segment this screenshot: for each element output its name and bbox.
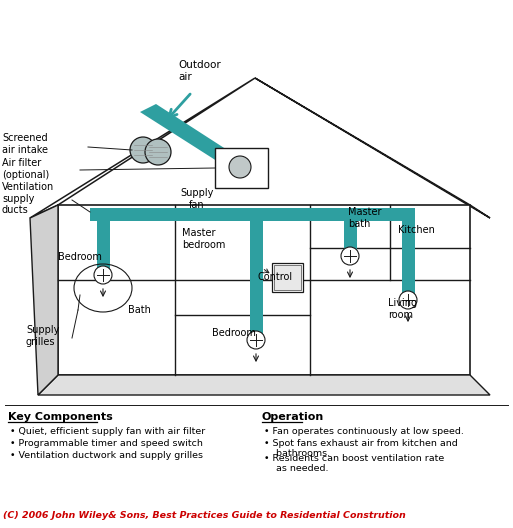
- Polygon shape: [90, 208, 408, 221]
- Circle shape: [399, 291, 417, 309]
- Text: • Spot fans exhaust air from kitchen and
    bathrooms.: • Spot fans exhaust air from kitchen and…: [264, 439, 458, 458]
- Text: Bedroom: Bedroom: [58, 252, 102, 262]
- Text: Bath: Bath: [128, 305, 151, 315]
- Text: Outdoor
air: Outdoor air: [178, 60, 221, 82]
- Text: Control: Control: [258, 272, 293, 282]
- Polygon shape: [58, 205, 470, 375]
- Polygon shape: [96, 208, 109, 275]
- Polygon shape: [274, 265, 301, 290]
- Text: Air filter
(optional): Air filter (optional): [2, 158, 49, 180]
- Text: • Residents can boost ventilation rate
    as needed.: • Residents can boost ventilation rate a…: [264, 454, 444, 474]
- Polygon shape: [38, 375, 490, 395]
- Polygon shape: [30, 205, 58, 395]
- Polygon shape: [402, 208, 415, 300]
- Polygon shape: [140, 104, 235, 163]
- Text: Supply
grilles: Supply grilles: [26, 325, 60, 346]
- Text: Key Components: Key Components: [8, 412, 113, 422]
- Text: Screened
air intake: Screened air intake: [2, 133, 48, 155]
- Text: Master
bedroom: Master bedroom: [182, 228, 225, 250]
- Circle shape: [94, 266, 112, 284]
- Polygon shape: [30, 78, 255, 218]
- Text: Master
bath: Master bath: [348, 207, 382, 229]
- Text: • Fan operates continuously at low speed.: • Fan operates continuously at low speed…: [264, 427, 464, 436]
- Text: Operation: Operation: [262, 412, 324, 422]
- Polygon shape: [344, 208, 357, 256]
- Text: • Ventilation ductwork and supply grilles: • Ventilation ductwork and supply grille…: [10, 451, 203, 460]
- Circle shape: [341, 247, 359, 265]
- Circle shape: [145, 139, 171, 165]
- Polygon shape: [272, 263, 303, 292]
- Text: Ventilation
supply
ducts: Ventilation supply ducts: [2, 182, 54, 215]
- Text: (C) 2006 John Wiley& Sons, Best Practices Guide to Residential Constrution: (C) 2006 John Wiley& Sons, Best Practice…: [3, 511, 406, 520]
- Circle shape: [247, 331, 265, 349]
- Circle shape: [130, 137, 156, 163]
- Polygon shape: [255, 78, 490, 218]
- Text: • Programmable timer and speed switch: • Programmable timer and speed switch: [10, 439, 203, 448]
- Text: Bedroom: Bedroom: [212, 328, 256, 338]
- Text: Kitchen: Kitchen: [398, 225, 435, 235]
- Polygon shape: [215, 150, 242, 172]
- Polygon shape: [249, 208, 263, 340]
- Polygon shape: [215, 148, 268, 188]
- Circle shape: [229, 156, 251, 178]
- Text: Supply
fan: Supply fan: [180, 188, 214, 210]
- Text: • Quiet, efficient supply fan with air filter: • Quiet, efficient supply fan with air f…: [10, 427, 205, 436]
- Text: Living
room: Living room: [388, 298, 417, 319]
